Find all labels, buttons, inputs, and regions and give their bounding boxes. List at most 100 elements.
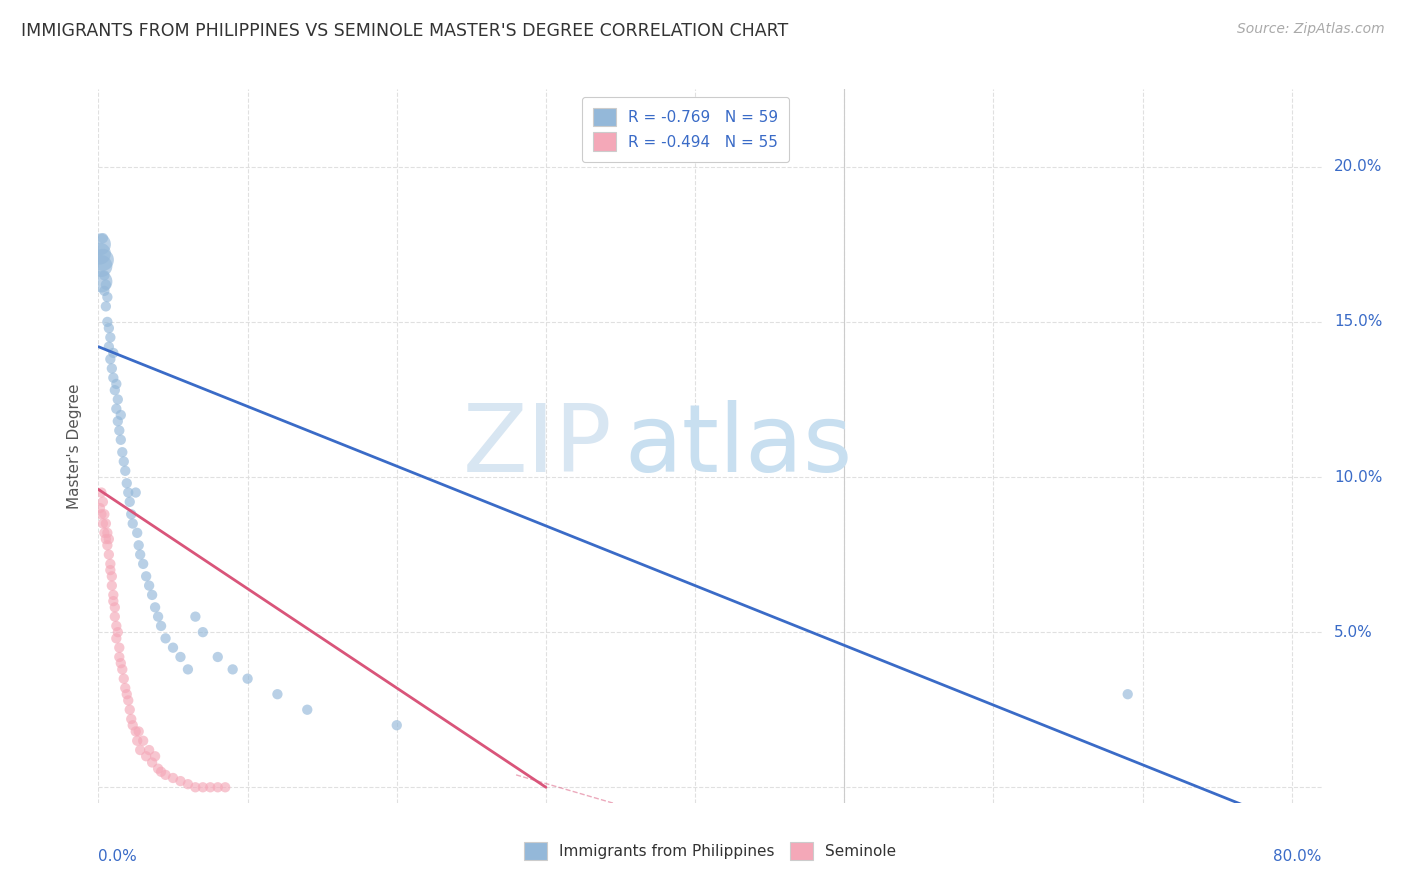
Point [128,538,150,552]
Point [143,600,166,615]
Point [90,259,112,273]
Point [120,712,142,726]
Point [111,445,134,459]
Point [127,525,149,540]
Point [120,508,142,522]
Point [191,780,214,795]
Point [207,780,229,795]
Point [121,516,143,531]
Point [121,718,143,732]
Point [98,352,121,367]
Point [118,495,141,509]
Point [101,569,124,583]
Point [103,588,125,602]
Point [107,625,129,640]
Point [214,780,236,795]
Point [90,508,112,522]
Point [97,340,120,354]
Point [105,401,128,416]
Point [91,231,114,245]
Point [97,321,120,335]
Point [132,557,155,571]
Point [110,656,132,670]
Point [89,501,111,516]
Point [107,392,129,407]
Point [112,454,135,468]
Point [101,361,124,376]
Point [108,640,131,655]
Point [94,516,117,531]
Point [135,749,157,764]
Point [143,749,166,764]
Point [125,724,148,739]
Point [138,743,160,757]
Point [177,777,200,791]
Point [266,687,288,701]
Text: 80.0%: 80.0% [1274,849,1322,864]
Point [108,650,131,665]
Point [103,346,125,360]
Text: 5.0%: 5.0% [1334,624,1372,640]
Point [104,609,127,624]
Point [129,743,152,757]
Point [297,703,319,717]
Point [90,275,112,289]
Point [96,315,118,329]
Point [141,756,163,770]
Text: 10.0%: 10.0% [1334,469,1382,484]
Point [150,619,173,633]
Point [191,625,214,640]
Point [138,579,160,593]
Point [108,424,131,438]
Point [98,557,121,571]
Point [96,538,118,552]
Point [105,619,128,633]
Point [90,485,112,500]
Point [91,495,114,509]
Text: Source: ZipAtlas.com: Source: ZipAtlas.com [1237,22,1385,37]
Point [112,672,135,686]
Text: 15.0%: 15.0% [1334,314,1382,329]
Point [135,569,157,583]
Point [125,485,148,500]
Point [107,414,129,428]
Point [94,277,117,292]
Point [93,508,115,522]
Point [93,268,115,283]
Point [91,516,114,531]
Point [177,662,200,676]
Point [94,532,117,546]
Point [98,330,121,344]
Point [155,632,177,646]
Point [91,252,114,267]
Point [96,525,118,540]
Point [155,768,177,782]
Point [207,650,229,665]
Point [103,594,125,608]
Point [221,662,243,676]
Point [89,237,111,252]
Point [111,662,134,676]
Point [101,579,124,593]
Point [169,650,191,665]
Point [103,370,125,384]
Point [1116,687,1139,701]
Point [96,290,118,304]
Point [105,376,128,391]
Text: 20.0%: 20.0% [1334,160,1382,174]
Point [118,703,141,717]
Y-axis label: Master's Degree: Master's Degree [67,384,83,508]
Point [150,764,173,779]
Point [146,762,169,776]
Point [236,672,259,686]
Point [200,780,222,795]
Point [110,408,132,422]
Text: atlas: atlas [624,400,852,492]
Point [162,771,184,785]
Point [115,476,138,491]
Point [93,284,115,298]
Point [132,733,155,747]
Text: 0.0%: 0.0% [98,849,138,864]
Point [127,733,149,747]
Point [184,780,207,795]
